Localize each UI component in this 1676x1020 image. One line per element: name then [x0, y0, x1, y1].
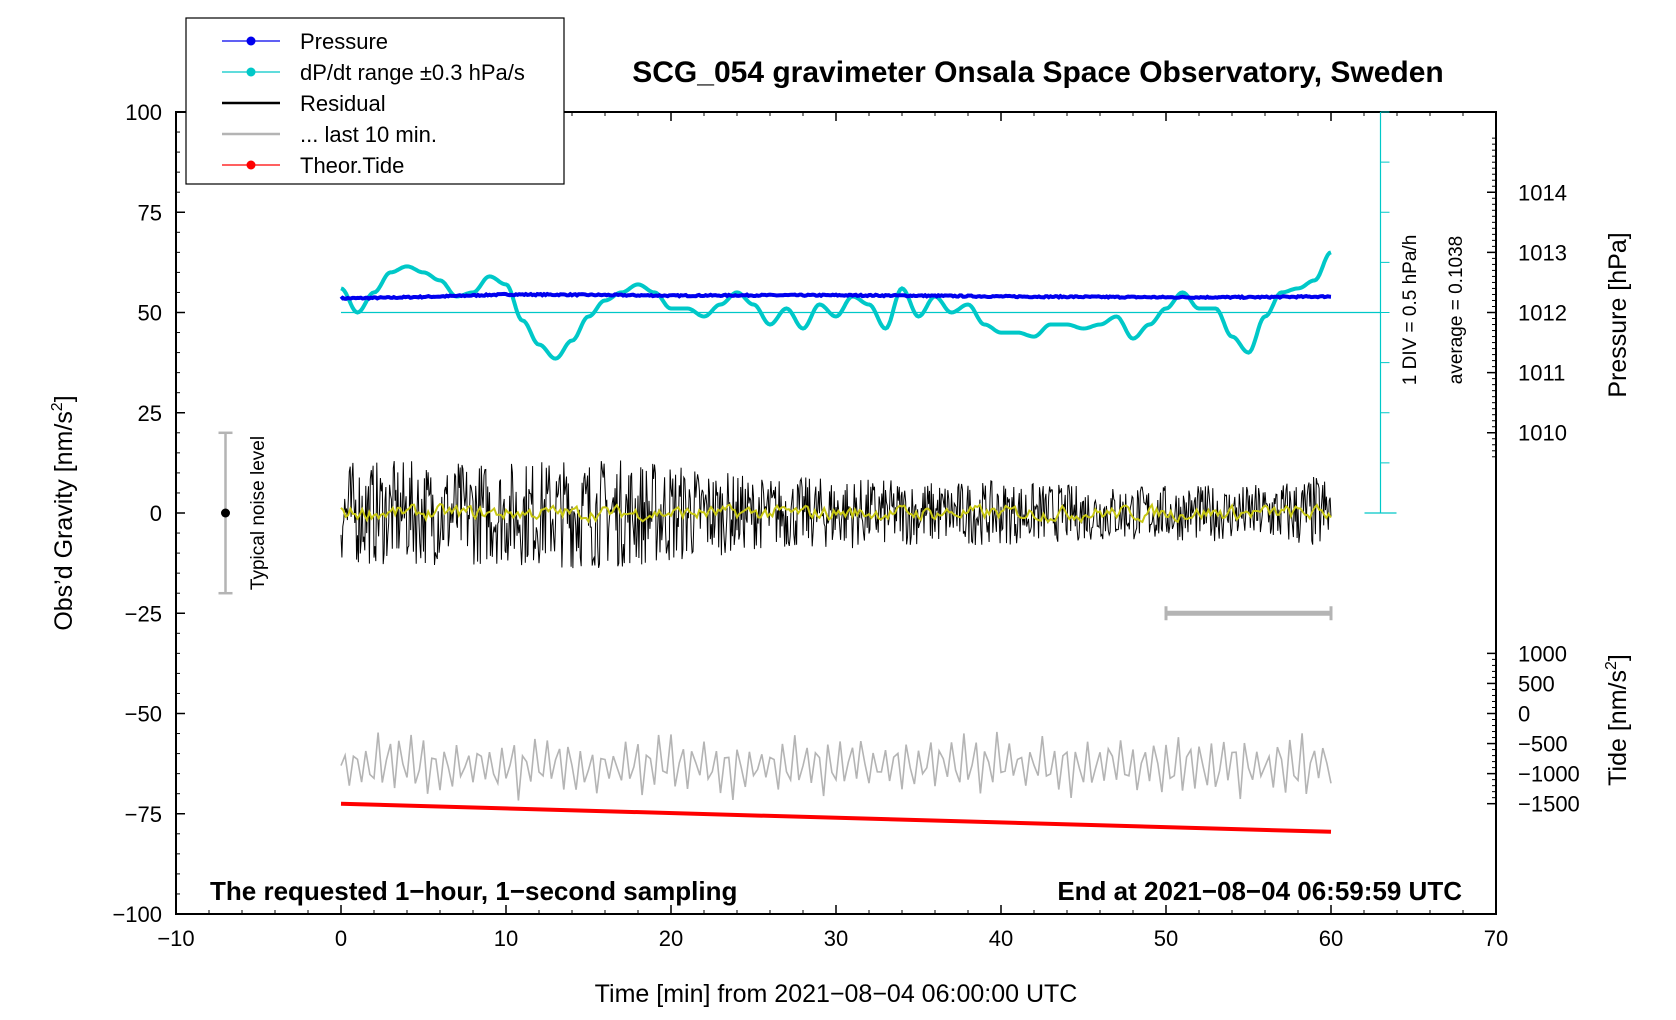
legend-label: Pressure	[300, 29, 388, 54]
y-tick-label: 0	[150, 501, 162, 526]
x-tick-label: −10	[157, 926, 194, 951]
legend-marker	[246, 160, 256, 170]
x-tick-label: 10	[494, 926, 518, 951]
axis-ticks	[175, 111, 1497, 915]
legend-label: ... last 10 min.	[300, 122, 437, 147]
div-label: 1 DIV = 0.5 hPa/h	[1400, 235, 1421, 386]
x-tick-label: 40	[989, 926, 1013, 951]
tide-axis-label: Tide [nm/s2]	[1603, 654, 1632, 786]
y-axis-label-group: Obs’d Gravity [nm/s2]	[49, 395, 78, 630]
legend-box	[185, 17, 565, 185]
pressure-tick-label: 1013	[1518, 240, 1567, 265]
noise-level-label: Typical noise level	[248, 436, 269, 590]
y-tick-label: 100	[125, 100, 162, 125]
x-axis-label: Time [min] from 2021−08−04 06:00:00 UTC	[595, 980, 1078, 1008]
tide-tick-label: 0	[1518, 702, 1530, 727]
annotation-layer	[218, 111, 1397, 621]
tide-tick-label: −500	[1518, 732, 1568, 757]
legend: Pressure dP/dt range ±0.3 hPa/s Residual..…	[185, 17, 565, 185]
pressure-tick-label: 1012	[1518, 301, 1567, 326]
y-axis-label: Obs’d Gravity [nm/s2]	[49, 395, 78, 630]
pressure-tick-label: 1010	[1518, 421, 1567, 446]
tide-tick-label: 500	[1518, 671, 1555, 696]
y-tick-label: 50	[138, 301, 162, 326]
y-axis-label-sup: 2	[49, 402, 66, 411]
y-axis-label-close: ]	[50, 395, 78, 402]
y-tick-label: 75	[138, 200, 162, 225]
x-tick-label: 20	[659, 926, 683, 951]
pressure-tick-label: 1011	[1518, 361, 1565, 386]
noise-level-dot	[221, 508, 230, 518]
y-tick-label: −25	[125, 601, 162, 626]
tide-tick-labels: 1000 500 0 −500 −1000 −1500	[1518, 641, 1580, 816]
noise-label-group: Typical noise level	[248, 436, 269, 590]
sampling-note: The requested 1−hour, 1−second sampling	[210, 876, 737, 906]
legend-entries: Pressure dP/dt range ±0.3 hPa/s Residual..…	[222, 29, 525, 178]
y-tick-label: 25	[138, 401, 162, 426]
end-time-note: End at 2021−08−04 06:59:59 UTC	[1057, 876, 1462, 906]
legend-label: Theor.Tide	[300, 153, 404, 178]
x-tick-label: 70	[1484, 926, 1508, 951]
pressure-axis-label: Pressure [hPa]	[1604, 232, 1632, 397]
x-tick-labels: −10 0 10 20 30 40 50 60 70	[157, 926, 1508, 951]
tide-tick-label: 1000	[1518, 641, 1567, 666]
tide-axis-label-close: ]	[1604, 654, 1632, 661]
tide-axis-label-sup: 2	[1603, 661, 1620, 670]
tide-axis-label-group: Tide [nm/s2]	[1603, 654, 1632, 786]
div-label-group: 1 DIV = 0.5 hPa/h	[1400, 235, 1421, 386]
y-tick-label: −100	[112, 902, 162, 927]
residual-smoothed-curve	[340, 502, 1332, 524]
tide-tick-label: −1500	[1518, 792, 1580, 817]
x-tick-label: 30	[824, 926, 848, 951]
pressure-curve	[339, 291, 1332, 301]
average-label-group: average = 0.1038	[1446, 236, 1467, 384]
x-tick-label: 0	[335, 926, 347, 951]
y-axis-label-text: Obs’d Gravity [nm/s	[50, 411, 78, 631]
average-label: average = 0.1038	[1446, 236, 1467, 384]
x-tick-label: 50	[1154, 926, 1178, 951]
y-tick-labels: −100 −75 −50 −25 0 25 50 75 100	[112, 100, 162, 927]
pressure-tick-label: 1014	[1518, 180, 1567, 205]
legend-label: Residual	[300, 91, 386, 116]
theor-tide-curve	[340, 801, 1332, 834]
x-tick-label: 60	[1319, 926, 1343, 951]
pressure-axis-label-group: Pressure [hPa]	[1604, 232, 1632, 397]
last-10-min-curve	[340, 731, 1332, 801]
pressure-tick-labels: 1010 1011 1012 1013 1014	[1518, 180, 1567, 445]
y-tick-label: −50	[125, 702, 162, 727]
y-tick-label: −75	[125, 802, 162, 827]
legend-marker	[246, 36, 256, 46]
tide-axis-label-text: Tide [nm/s	[1604, 670, 1632, 786]
legend-marker	[246, 67, 256, 77]
legend-label: dP/dt range ±0.3 hPa/s	[300, 60, 525, 85]
dpdt-curve	[340, 250, 1332, 361]
chart-title: SCG_054 gravimeter Onsala Space Observat…	[632, 56, 1444, 89]
tide-tick-label: −1000	[1518, 762, 1580, 787]
series-layer	[339, 250, 1332, 834]
residual-curve	[340, 460, 1332, 569]
